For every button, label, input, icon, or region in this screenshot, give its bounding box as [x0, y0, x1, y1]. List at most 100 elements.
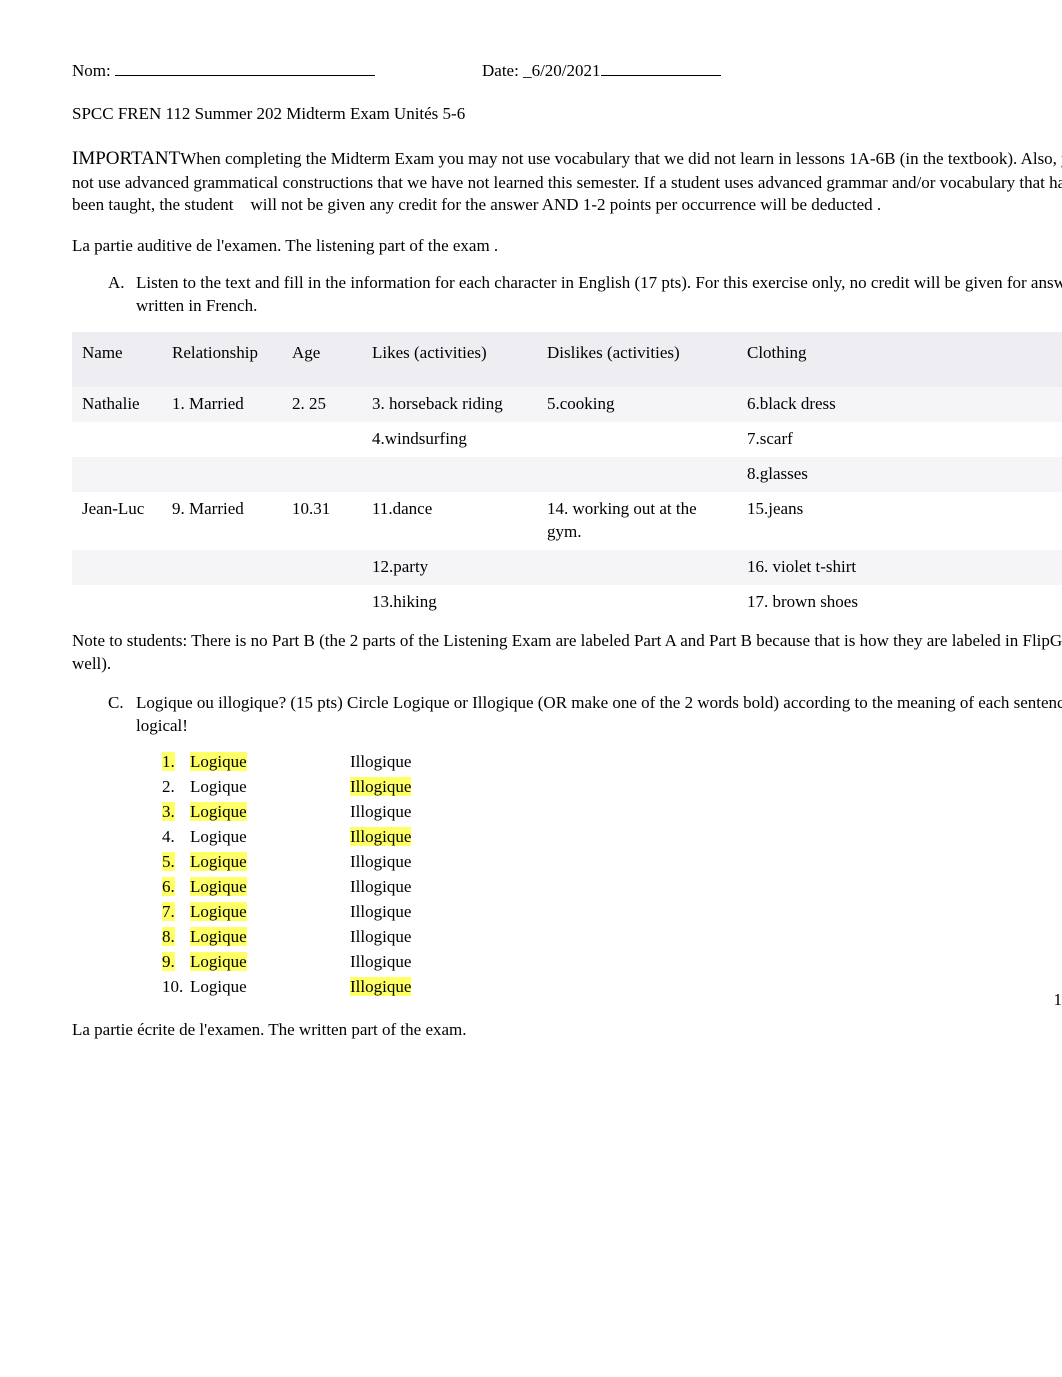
date-underline	[601, 75, 721, 76]
table-cell: Jean-Luc	[72, 492, 162, 550]
nom-field: Nom:	[72, 60, 422, 83]
logique-option-b: Illogique	[350, 776, 411, 799]
logique-option-a: Logique	[190, 776, 350, 799]
date-field: Date: _6/20/2021	[482, 60, 721, 83]
table-body: Nathalie1. Married2. 253. horseback ridi…	[72, 387, 1062, 620]
logique-number: 10.	[162, 976, 190, 999]
table-cell: 10.31	[282, 492, 362, 550]
logique-option-b: Illogique	[350, 826, 411, 849]
important-paragraph: IMPORTANTWhen completing the Midterm Exa…	[72, 146, 1062, 218]
table-cell	[162, 422, 282, 457]
logique-option-a: Logique	[190, 976, 350, 999]
table-cell	[72, 457, 162, 492]
table-cell: 16. violet t-shirt	[737, 550, 1062, 585]
th-age: Age	[282, 332, 362, 387]
logique-row: 7.LogiqueIllogique	[162, 901, 1062, 924]
logique-list: 1.LogiqueIllogique2.LogiqueIllogique3.Lo…	[162, 751, 1062, 998]
nom-underline	[115, 75, 375, 76]
logique-number: 3.	[162, 801, 190, 824]
table-header-row: Name Relationship Age Likes (activities)…	[72, 332, 1062, 387]
section-a-letter: A.	[108, 272, 136, 318]
logique-number: 6.	[162, 876, 190, 899]
logique-row: 1.LogiqueIllogique	[162, 751, 1062, 774]
logique-row: 3.LogiqueIllogique	[162, 801, 1062, 824]
written-part-line: La partie écrite de l'examen. The writte…	[72, 1019, 1062, 1042]
logique-row: 2.LogiqueIllogique	[162, 776, 1062, 799]
logique-row: 6.LogiqueIllogique	[162, 876, 1062, 899]
th-name: Name	[72, 332, 162, 387]
header-row: Nom: Date: _6/20/2021	[72, 60, 1062, 83]
logique-option-a: Logique	[190, 801, 350, 824]
table-cell	[72, 550, 162, 585]
logique-option-a: Logique	[190, 826, 350, 849]
logique-number: 1.	[162, 751, 190, 774]
logique-option-b: Illogique	[350, 951, 411, 974]
logique-option-b: Illogique	[350, 976, 411, 999]
course-line: SPCC FREN 112 Summer 202 Midterm Exam Un…	[72, 103, 1062, 126]
table-cell: 5.cooking	[537, 387, 737, 422]
logique-row: 4.LogiqueIllogique	[162, 826, 1062, 849]
table-cell: 17. brown shoes	[737, 585, 1062, 620]
table-cell	[282, 422, 362, 457]
logique-number: 7.	[162, 901, 190, 924]
logique-option-a: Logique	[190, 876, 350, 899]
th-clothing: Clothing	[737, 332, 1062, 387]
important-label: IMPORTANT	[72, 148, 180, 169]
logique-option-b: Illogique	[350, 926, 411, 949]
table-cell	[162, 585, 282, 620]
table-row: Jean-Luc9. Married10.3111.dance14. worki…	[72, 492, 1062, 550]
logique-option-a: Logique	[190, 926, 350, 949]
important-text-2: will not be given any credit for the ans…	[250, 195, 881, 214]
table-cell: 9. Married	[162, 492, 282, 550]
character-table: Name Relationship Age Likes (activities)…	[72, 332, 1062, 620]
table-cell: 7.scarf	[737, 422, 1062, 457]
logique-option-a: Logique	[190, 951, 350, 974]
section-a-text: Listen to the text and fill in the infor…	[136, 272, 1062, 318]
table-cell	[537, 585, 737, 620]
note-paragraph: Note to students: There is no Part B (th…	[72, 630, 1062, 676]
logique-option-b: Illogique	[350, 801, 411, 824]
table-cell: 2. 25	[282, 387, 362, 422]
table-cell	[282, 585, 362, 620]
table-cell: 15.jeans	[737, 492, 1062, 550]
table-cell	[72, 422, 162, 457]
table-cell: 13.hiking	[362, 585, 537, 620]
th-relation: Relationship	[162, 332, 282, 387]
logique-row: 10.LogiqueIllogique	[162, 976, 1062, 999]
table-cell	[537, 457, 737, 492]
table-row: 8.glasses	[72, 457, 1062, 492]
section-a: A. Listen to the text and fill in the in…	[108, 272, 1062, 318]
logique-number: 9.	[162, 951, 190, 974]
table-cell: 12.party	[362, 550, 537, 585]
logique-option-b: Illogique	[350, 901, 411, 924]
table-cell: Nathalie	[72, 387, 162, 422]
table-cell: 6.black dress	[737, 387, 1062, 422]
table-row: 4.windsurfing 7.scarf	[72, 422, 1062, 457]
table-cell: 4.windsurfing	[362, 422, 537, 457]
table-cell: 14. working out at the gym.	[537, 492, 737, 550]
table-cell: 8.glasses	[737, 457, 1062, 492]
logique-option-a: Logique	[190, 751, 350, 774]
date-label: Date: _	[482, 61, 532, 80]
logique-number: 8.	[162, 926, 190, 949]
table-cell	[282, 550, 362, 585]
logique-row: 8.LogiqueIllogique	[162, 926, 1062, 949]
logique-row: 5.LogiqueIllogique	[162, 851, 1062, 874]
table-row: Nathalie1. Married2. 253. horseback ridi…	[72, 387, 1062, 422]
table-cell	[162, 550, 282, 585]
page-number: 1	[1054, 989, 1062, 1012]
table-row: 12.party 16. violet t-shirt	[72, 550, 1062, 585]
th-dislikes: Dislikes (activities)	[537, 332, 737, 387]
logique-number: 5.	[162, 851, 190, 874]
logique-number: 2.	[162, 776, 190, 799]
logique-option-b: Illogique	[350, 876, 411, 899]
table-cell	[362, 457, 537, 492]
logique-number: 4.	[162, 826, 190, 849]
date-value: 6/20/2021	[532, 61, 601, 80]
logique-row: 9.LogiqueIllogique	[162, 951, 1062, 974]
table-cell	[72, 585, 162, 620]
table-cell	[282, 457, 362, 492]
logique-option-b: Illogique	[350, 851, 411, 874]
th-likes: Likes (activities)	[362, 332, 537, 387]
nom-label: Nom:	[72, 61, 115, 80]
